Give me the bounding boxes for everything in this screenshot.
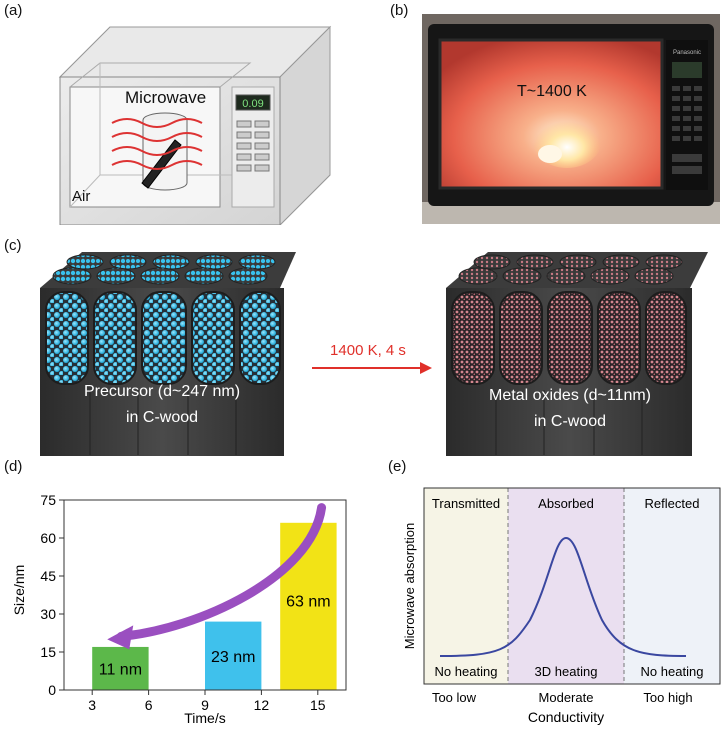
region-label-transmitted: Transmitted [432,496,500,511]
bar-value-label: 63 nm [286,593,330,610]
bar-value-label: 23 nm [211,649,255,666]
conductivity-tick-high: Too high [643,690,692,705]
process-condition-label: 1400 K, 4 s [330,342,406,359]
x-tick-label: 15 [310,697,326,713]
y-tick-label: 45 [40,568,56,584]
trend-arrowhead [107,625,134,650]
metal-oxide-block [446,252,708,456]
bar [205,621,262,690]
precursor-block [40,252,296,456]
y-tick-label: 60 [40,530,56,546]
y-axis-label: Microwave absorption [402,523,417,649]
microwave-label: Microwave [125,88,206,107]
panel-d-chart: 11 nm 23 nm 63 nm 0 15 30 45 60 75 3 6 9 12 15 Size/… [11,492,347,726]
panel-d-label: (d) [4,458,23,475]
y-axis-label: Size/nm [11,565,27,616]
panel-e-label: (e) [388,458,407,475]
y-tick-label: 30 [40,606,56,622]
precursor-label-line1: Precursor (d~247 nm) [84,383,240,400]
air-label: Air [72,188,90,205]
panel-c-illustration: Precursor (d~247 nm) in C-wood 1400 K, 4… [40,252,708,456]
conductivity-tick-low: Too low [432,690,477,705]
x-tick-label: 3 [88,697,96,713]
process-arrowhead [420,362,432,374]
bar-value-label: 11 nm [99,661,142,678]
trend-arrow [116,503,327,641]
x-tick-label: 9 [201,697,209,713]
conductivity-tick-moderate: Moderate [539,690,594,705]
metal-oxide-label-line2: in C-wood [534,413,606,430]
heating-label-left: No heating [435,664,498,679]
metal-oxide-label-line1: Metal oxides (d~11nm) [489,387,651,404]
y-tick-label: 75 [40,492,56,508]
y-tick-label: 15 [40,644,56,660]
bar [280,522,337,690]
absorption-curve [439,536,687,657]
region-label-absorbed: Absorbed [538,496,594,511]
x-axis-label: Conductivity [528,709,604,725]
panel-b-label: (b) [390,2,409,19]
panel-a-illustration: 0.09 Microwave Air [58,25,332,225]
y-tick-label: 0 [48,682,56,698]
heating-label-middle: 3D heating [535,664,598,679]
oven-brand: Panasonic [673,50,701,56]
panel-a-label: (a) [4,2,23,19]
x-tick-label: 12 [254,697,270,713]
region-reflected [624,488,720,684]
panel-c-label: (c) [4,237,22,254]
bar [92,646,149,690]
oven-display-text: 0.09 [242,98,263,110]
precursor-label-line2: in C-wood [126,409,198,426]
x-tick-label: 6 [145,697,153,713]
heating-label-right: No heating [641,664,704,679]
region-label-reflected: Reflected [645,496,700,511]
x-axis-label: Time/s [184,710,225,726]
temperature-label: T~1400 K [517,83,587,100]
region-absorbed [508,488,624,684]
panel-b-photo: Panasonic T~1400 K [422,14,720,224]
panel-e-chart: Transmitted Absorbed Reflected No heatin… [402,487,721,725]
